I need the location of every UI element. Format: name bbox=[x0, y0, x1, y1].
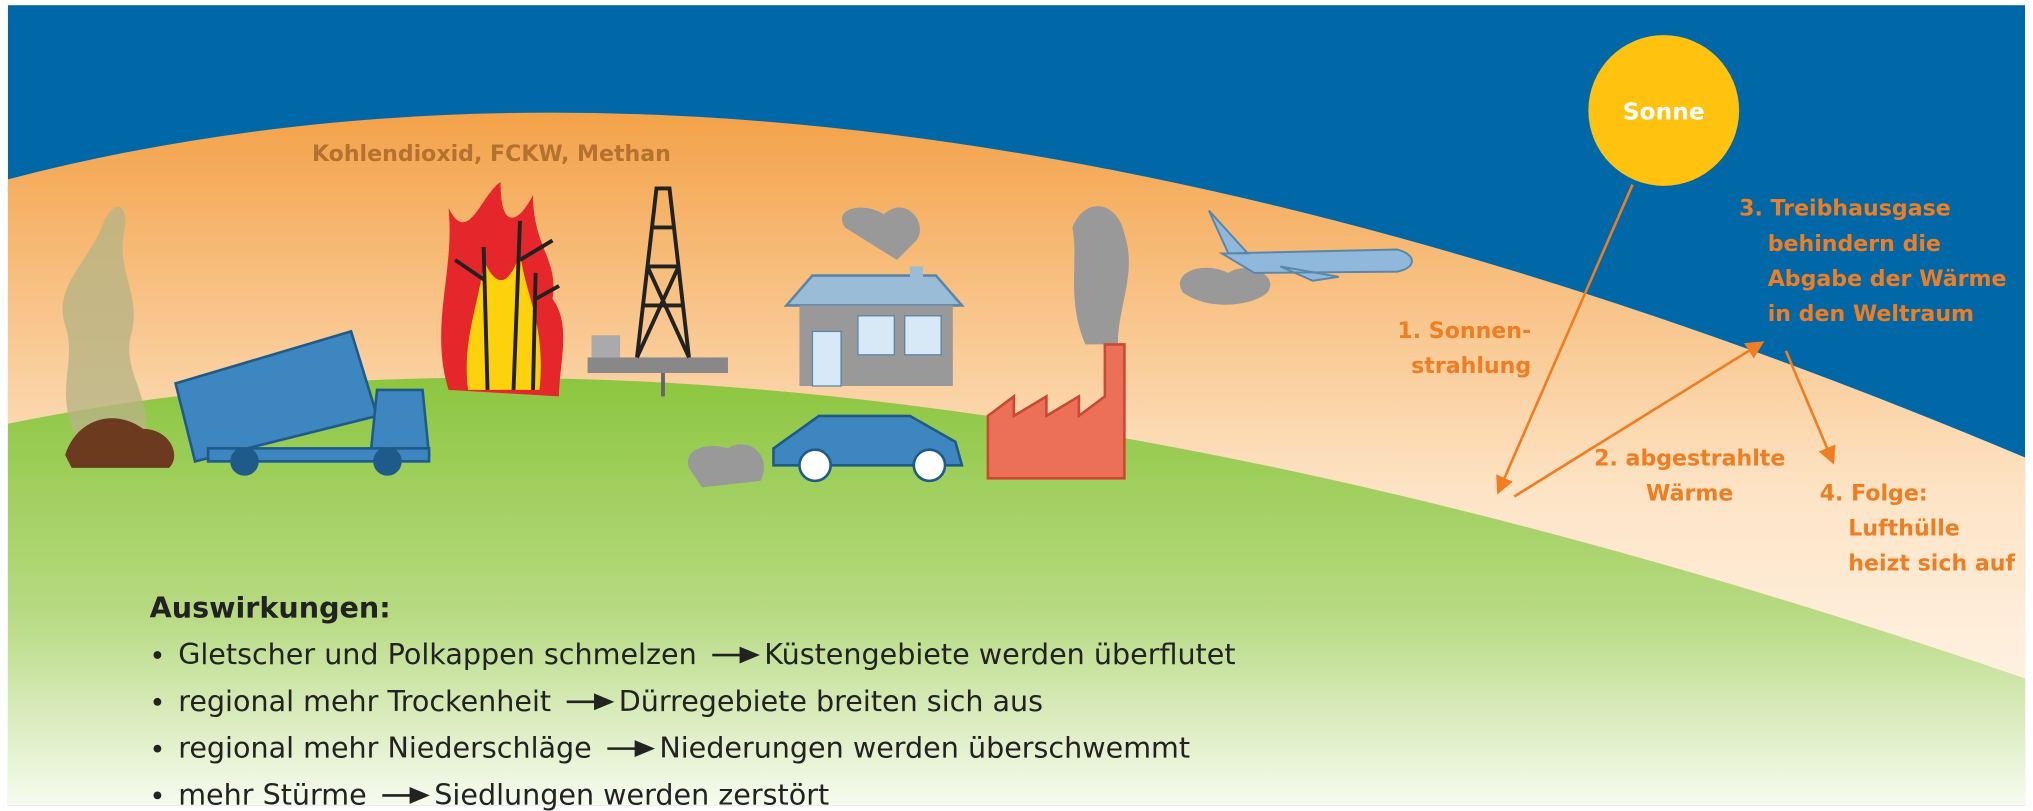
effect-cause: regional mehr Niederschläge bbox=[178, 731, 592, 765]
bullet bbox=[154, 745, 162, 753]
effect-result: Siedlungen werden zerstört bbox=[434, 778, 829, 811]
effects-title: Auswirkungen: bbox=[150, 590, 391, 624]
bullet bbox=[154, 698, 162, 706]
step-label: heizt sich auf bbox=[1848, 551, 2015, 577]
step-label: behindern die bbox=[1768, 231, 1941, 257]
bullet bbox=[154, 792, 162, 800]
step-label: 4. Folge: bbox=[1820, 480, 1928, 506]
effect-result: Niederungen werden überschwemmt bbox=[659, 731, 1190, 765]
effect-cause: Gletscher und Polkappen schmelzen bbox=[178, 637, 696, 671]
sun-label: Sonne bbox=[1623, 98, 1705, 126]
step-label: 1. Sonnen- bbox=[1397, 318, 1531, 344]
greenhouse-diagram: Kohlendioxid, FCKW, Methan Sonne 1. Sonn… bbox=[0, 0, 2033, 811]
step-label: 2. abgestrahlte bbox=[1594, 445, 1785, 471]
step-label: strahlung bbox=[1411, 353, 1531, 379]
step-label: 3. Treibhausgase bbox=[1739, 196, 1951, 222]
step-label: Wärme bbox=[1646, 480, 1733, 506]
step-label: Abgabe der Wärme bbox=[1768, 266, 2007, 292]
effect-cause: mehr Stürme bbox=[178, 778, 367, 811]
gas-label: Kohlendioxid, FCKW, Methan bbox=[312, 141, 671, 167]
bullet bbox=[154, 651, 162, 659]
step-label: in den Weltraum bbox=[1768, 301, 1974, 327]
effect-result: Dürregebiete breiten sich aus bbox=[619, 684, 1043, 718]
effect-cause: regional mehr Trockenheit bbox=[178, 684, 551, 718]
effect-result: Küstengebiete werden überflutet bbox=[764, 637, 1235, 671]
step-label: Lufthülle bbox=[1848, 515, 1960, 541]
